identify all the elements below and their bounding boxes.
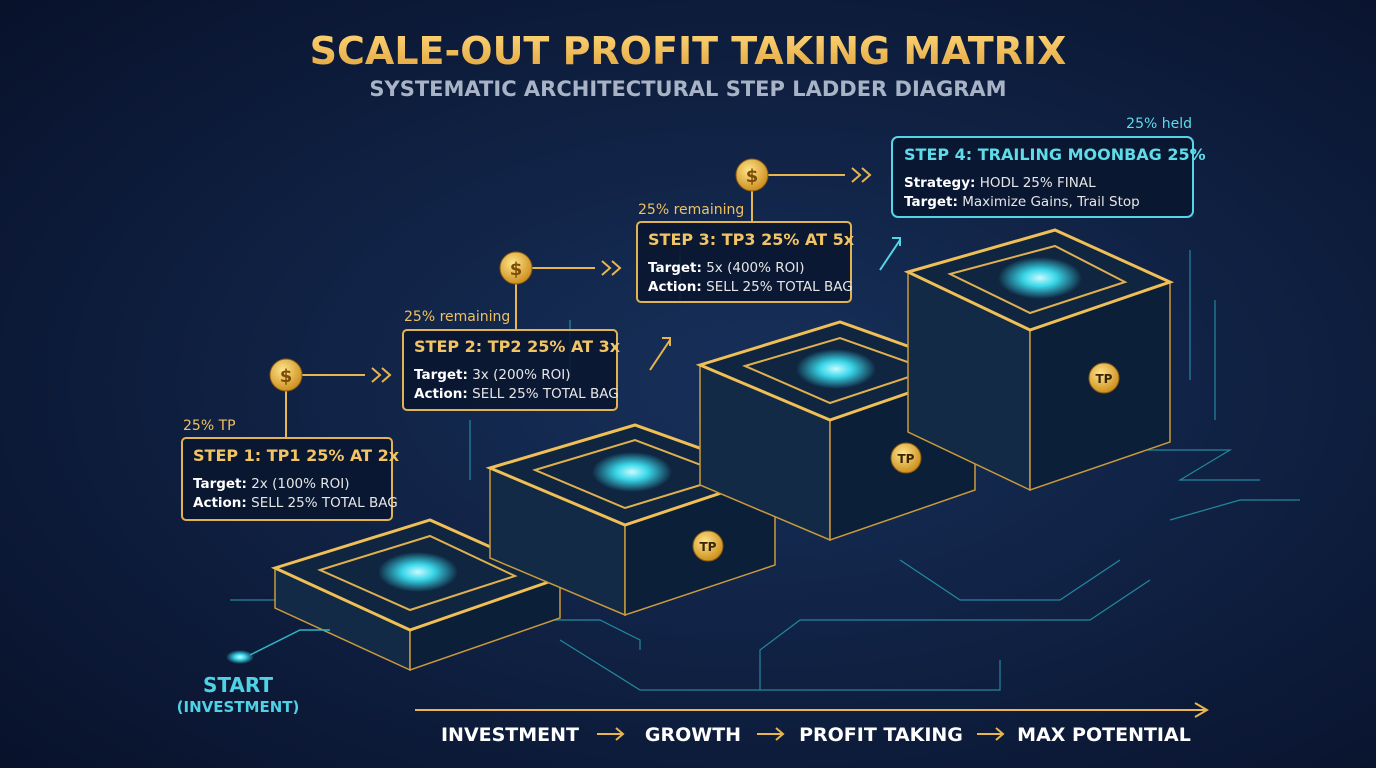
badge: TP bbox=[898, 452, 915, 466]
tp-badges: TP TP TP bbox=[692, 362, 1120, 562]
line-label: Action: bbox=[648, 279, 702, 295]
badge-coin bbox=[692, 530, 724, 562]
card-frame bbox=[636, 221, 852, 303]
coin bbox=[269, 358, 303, 392]
line-text: SELL 25% TOTAL BAG bbox=[472, 386, 619, 402]
step-note: 25% remaining bbox=[404, 309, 510, 325]
flow-stage: GROWTH bbox=[645, 724, 741, 746]
step-3-card: 25% remaining STEP 3: TP3 25% AT 5x Targ… bbox=[636, 202, 855, 303]
card-frame bbox=[402, 329, 618, 411]
line-label: Action: bbox=[193, 495, 247, 511]
step-line: Target: Maximize Gains, Trail Stop bbox=[904, 194, 1140, 210]
step-2-card: 25% remaining STEP 2: TP2 25% AT 3x Targ… bbox=[402, 309, 621, 411]
line-text: SELL 25% TOTAL BAG bbox=[251, 495, 398, 511]
step-1-card: 25% TP STEP 1: TP1 25% AT 2x Target: 2x … bbox=[181, 418, 400, 521]
flow-axis bbox=[415, 702, 1209, 741]
step-line: Target: 3x (200% ROI) bbox=[414, 367, 571, 383]
step-line: Target: 2x (100% ROI) bbox=[193, 476, 350, 492]
step-heading: STEP 2: TP2 25% AT 3x bbox=[414, 337, 621, 356]
step-4-card: 25% held STEP 4: TRAILING MOONBAG 25% St… bbox=[891, 116, 1206, 218]
title: SCALE-OUT PROFIT TAKING MATRIX bbox=[310, 29, 1067, 73]
line-label: Target: bbox=[648, 260, 702, 276]
coins: $ $ $ bbox=[269, 158, 769, 392]
step-heading: STEP 1: TP1 25% AT 2x bbox=[193, 446, 400, 465]
line-text: HODL 25% FINAL bbox=[980, 175, 1096, 191]
block-3 bbox=[695, 320, 980, 542]
line-label: Strategy: bbox=[904, 175, 975, 191]
start-trace bbox=[249, 629, 330, 656]
step-blocks bbox=[270, 228, 1175, 672]
flow-stage: INVESTMENT bbox=[441, 724, 579, 746]
flow-stage: PROFIT TAKING bbox=[799, 724, 963, 746]
step-line: Action: SELL 25% TOTAL BAG bbox=[648, 279, 853, 295]
line-text: 3x (200% ROI) bbox=[472, 367, 570, 383]
step-line: Action: SELL 25% TOTAL BAG bbox=[414, 386, 619, 402]
start-dot bbox=[226, 650, 254, 664]
block-4 bbox=[903, 228, 1175, 492]
line-text: SELL 25% TOTAL BAG bbox=[706, 279, 853, 295]
coin-symbol: $ bbox=[746, 166, 759, 187]
step-heading: STEP 4: TRAILING MOONBAG 25% bbox=[904, 145, 1206, 164]
line-text: 5x (400% ROI) bbox=[706, 260, 804, 276]
step-note: 25% remaining bbox=[638, 202, 744, 218]
badge: TP bbox=[1096, 372, 1113, 386]
line-label: Action: bbox=[414, 386, 468, 402]
card-frame bbox=[891, 136, 1194, 218]
start-sublabel: (INVESTMENT) bbox=[177, 698, 300, 716]
flow-stage: MAX POTENTIAL bbox=[1017, 724, 1191, 746]
step-note: 25% held bbox=[1126, 116, 1192, 132]
line-label: Target: bbox=[904, 194, 958, 210]
badge-coin bbox=[890, 442, 922, 474]
coin-symbol: $ bbox=[280, 366, 293, 387]
coin bbox=[499, 251, 533, 285]
subtitle: SYSTEMATIC ARCHITECTURAL STEP LADDER DIA… bbox=[369, 77, 1006, 101]
line-text: 2x (100% ROI) bbox=[251, 476, 349, 492]
badge: TP bbox=[700, 540, 717, 554]
badge-coin bbox=[1088, 362, 1120, 394]
line-label: Target: bbox=[193, 476, 247, 492]
card-frame bbox=[181, 437, 393, 521]
step-note: 25% TP bbox=[183, 418, 236, 434]
coin-symbol: $ bbox=[510, 259, 523, 280]
coin bbox=[735, 158, 769, 192]
start-label: START bbox=[203, 673, 273, 697]
step-line: Strategy: HODL 25% FINAL bbox=[904, 175, 1096, 191]
step-heading: STEP 3: TP3 25% AT 5x bbox=[648, 230, 855, 249]
block-1 bbox=[270, 518, 565, 672]
connectors bbox=[285, 167, 901, 438]
step-line: Action: SELL 25% TOTAL BAG bbox=[193, 495, 398, 511]
step-line: Target: 5x (400% ROI) bbox=[648, 260, 805, 276]
line-text: Maximize Gains, Trail Stop bbox=[962, 194, 1139, 210]
line-label: Target: bbox=[414, 367, 468, 383]
